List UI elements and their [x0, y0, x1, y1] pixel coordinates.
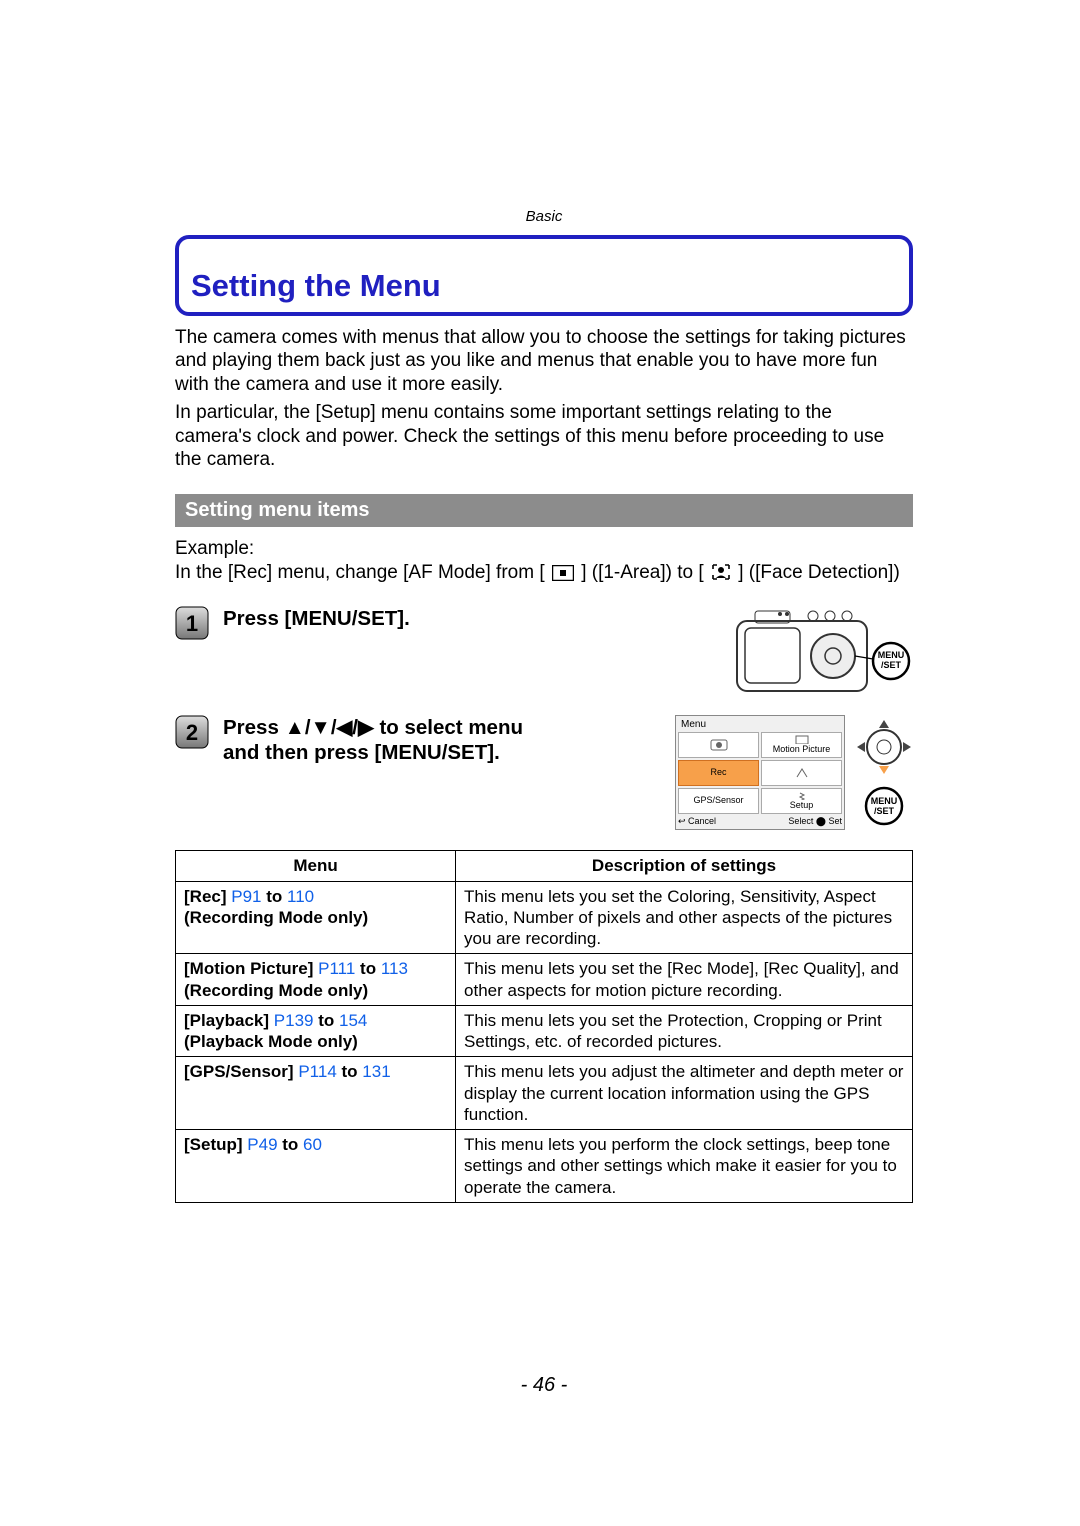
face-detect-icon [711, 563, 731, 588]
menu-col: [Motion Picture] P111 to 113(Recording M… [176, 954, 456, 1006]
menu-col: [Setup] P49 to 60 [176, 1130, 456, 1203]
svg-text:/SET: /SET [874, 806, 895, 816]
menu-set-button-icon: MENU /SET [864, 786, 904, 826]
th-menu: Menu [176, 851, 456, 881]
page-number: - 46 - [175, 1373, 913, 1398]
menu-col: [GPS/Sensor] P114 to 131 [176, 1057, 456, 1130]
table-row: [GPS/Sensor] P114 to 131This menu lets y… [176, 1057, 913, 1130]
menu-description-table: Menu Description of settings [Rec] P91 t… [175, 850, 913, 1203]
page-title: Setting the Menu [191, 267, 897, 306]
desc-col: This menu lets you set the [Rec Mode], [… [456, 954, 913, 1006]
menu-screen-illustration: Menu Motion Picture Rec GPS/Sensor Setup… [675, 715, 845, 831]
menu-cell [678, 732, 759, 758]
svg-text:/SET: /SET [881, 660, 902, 670]
step-badge-2: 2 [175, 715, 209, 749]
intro-p2: In particular, the [Setup] menu contains… [175, 401, 913, 472]
table-row: [Motion Picture] P111 to 113(Recording M… [176, 954, 913, 1006]
dpad-icon [855, 718, 913, 776]
dpad-arrows-label: ▲/▼/◀/▶ [285, 716, 374, 739]
desc-col: This menu lets you set the Coloring, Sen… [456, 881, 913, 954]
example-line: In the [Rec] menu, change [AF Mode] from… [175, 561, 913, 588]
menu-cell: Setup [761, 788, 842, 814]
intro-paragraphs: The camera comes with menus that allow y… [175, 326, 913, 473]
desc-col: This menu lets you perform the clock set… [456, 1130, 913, 1203]
table-row: [Setup] P49 to 60This menu lets you perf… [176, 1130, 913, 1203]
example-suffix: ] ([Face Detection]) [738, 562, 900, 583]
section-header-label: Basic [175, 208, 913, 227]
step-2-text: Press ▲/▼/◀/▶ to select menu and then pr… [223, 715, 553, 766]
example-block: Example: In the [Rec] menu, change [AF M… [175, 537, 913, 588]
menu-col: [Playback] P139 to 154(Playback Mode onl… [176, 1005, 456, 1057]
example-mid: ] ([1-Area]) to [ [581, 562, 703, 583]
menu-cell: Motion Picture [761, 732, 842, 758]
th-desc: Description of settings [456, 851, 913, 881]
dpad-illustration: MENU /SET [855, 718, 913, 826]
svg-text:1: 1 [186, 611, 198, 636]
section-heading: Setting menu items [175, 494, 913, 527]
intro-p1: The camera comes with menus that allow y… [175, 326, 913, 397]
example-prefix: In the [Rec] menu, change [AF Mode] from… [175, 562, 545, 583]
desc-col: This menu lets you set the Protection, C… [456, 1005, 913, 1057]
step-badge-1: 1 [175, 606, 209, 640]
camera-illustration: MENU /SET [735, 606, 913, 701]
menu-foot-select: Select ⬤ Set [788, 816, 842, 827]
step-2-row: 2 Press ▲/▼/◀/▶ to select menu and then … [175, 715, 913, 831]
table-row: [Rec] P91 to 110(Recording Mode only)Thi… [176, 881, 913, 954]
one-area-icon [552, 564, 574, 588]
example-label: Example: [175, 537, 913, 561]
menu-cell-selected: Rec [678, 760, 759, 786]
step-1-text: Press [MENU/SET]. [223, 606, 721, 632]
step-1-row: 1 Press [MENU/SET]. MENU /SET [175, 606, 913, 701]
svg-text:MENU: MENU [878, 650, 905, 660]
svg-text:2: 2 [186, 720, 198, 745]
title-box: Setting the Menu [175, 235, 913, 316]
step2-prefix: Press [223, 716, 285, 739]
desc-col: This menu lets you adjust the altimeter … [456, 1057, 913, 1130]
svg-text:MENU: MENU [871, 796, 898, 806]
menu-screen-header: Menu [678, 718, 842, 733]
menu-col: [Rec] P91 to 110(Recording Mode only) [176, 881, 456, 954]
menu-foot-cancel: ↩ Cancel [678, 816, 716, 827]
menu-cell: GPS/Sensor [678, 788, 759, 814]
table-row: [Playback] P139 to 154(Playback Mode onl… [176, 1005, 913, 1057]
menu-cell [761, 760, 842, 786]
